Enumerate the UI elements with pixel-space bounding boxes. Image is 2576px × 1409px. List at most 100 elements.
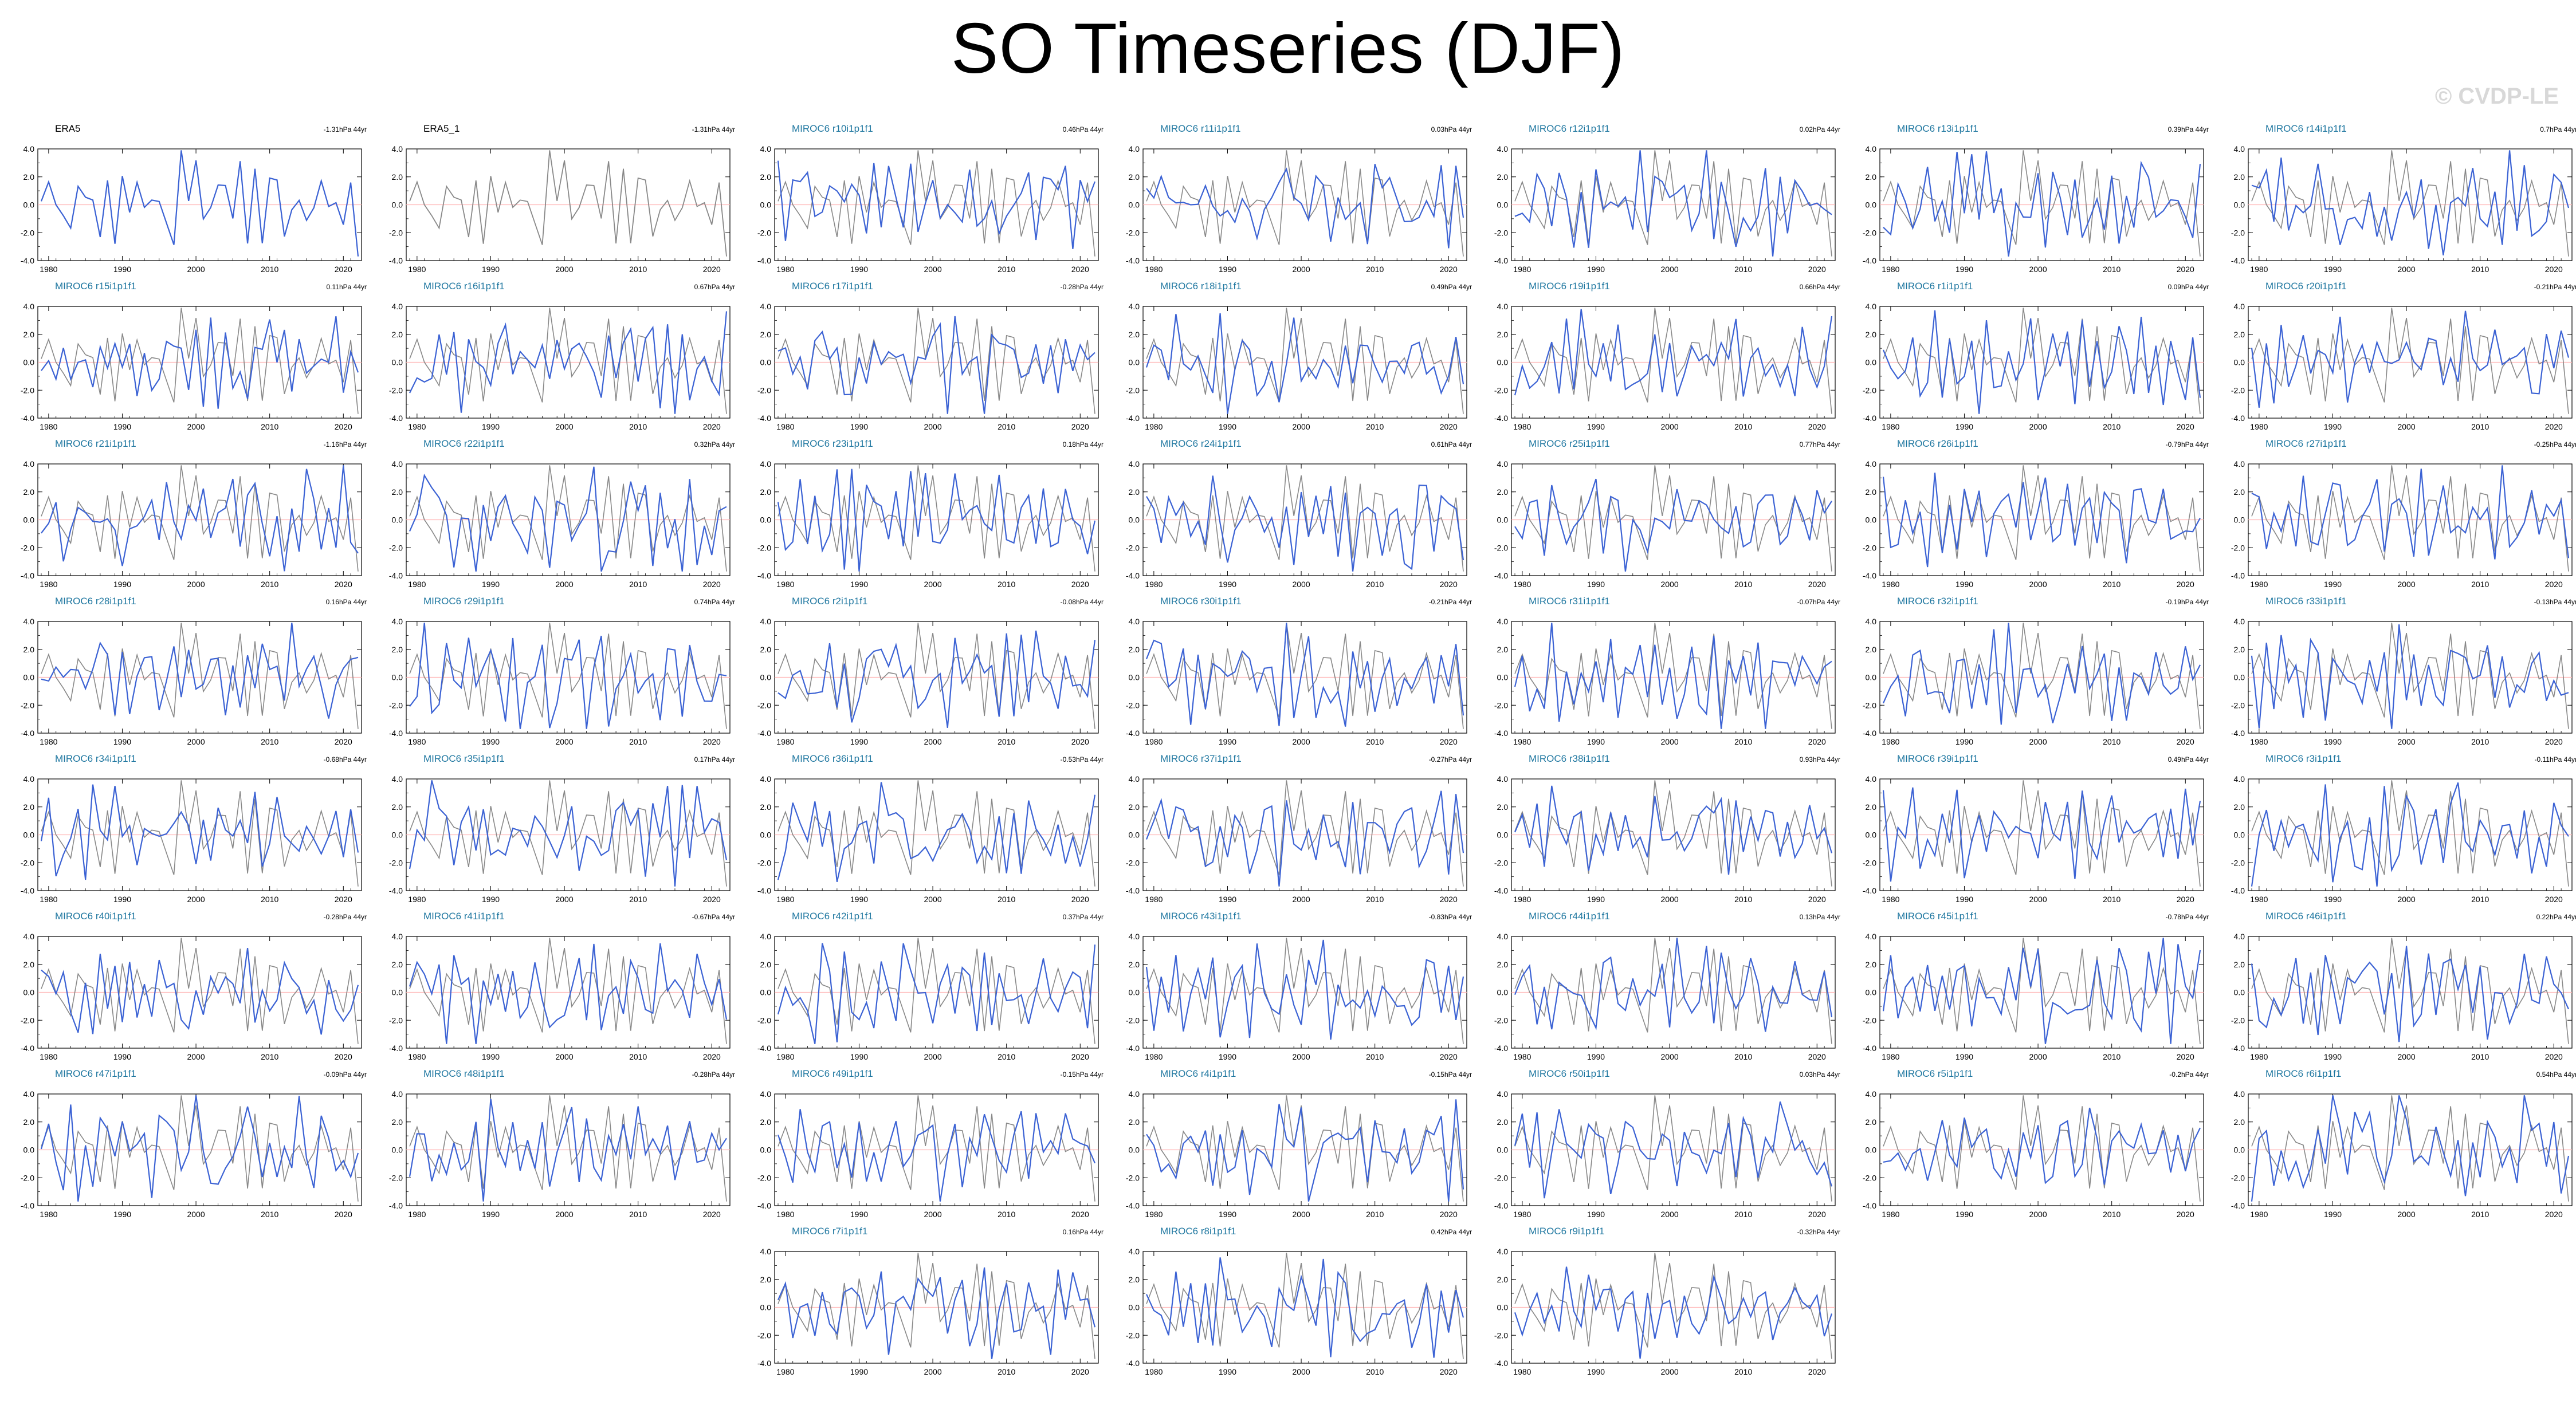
y-tick-label: -2.0	[757, 1016, 771, 1025]
x-tick-label: 2010	[2471, 1052, 2489, 1061]
y-tick-label: 0.0	[23, 988, 35, 997]
panel-plot: 4.0 2.0 0.0 -2.0 -4.0 1980 1990 2000 2010 2020	[1863, 302, 2204, 431]
panel-trend: 0.7hPa 44yr	[2540, 125, 2576, 133]
x-tick-label: 2010	[1366, 422, 1384, 431]
y-tick-label: 0.0	[2234, 988, 2245, 997]
y-tick-label: 4.0	[1497, 302, 1509, 311]
obs-series-line	[41, 465, 359, 572]
model-series-line	[777, 782, 1096, 883]
model-series-line	[1145, 623, 1464, 727]
x-tick-label: 2020	[1071, 1367, 1089, 1376]
y-tick-label: -2.0	[21, 700, 34, 710]
y-tick-label: 0.0	[2234, 673, 2245, 682]
x-tick-label: 1980	[40, 895, 57, 904]
x-tick-label: 2000	[2029, 895, 2047, 904]
panel-title: MIROC6 r36i1p1f1	[792, 753, 873, 764]
x-tick-label: 2000	[187, 265, 205, 274]
x-tick-label: 1980	[40, 737, 57, 746]
x-tick-label: 1990	[2324, 422, 2342, 431]
panel-trend: -0.13hPa 44yr	[2534, 598, 2576, 606]
chart-panel: MIROC6 r28i1p1f1 0.16hPa 44yr 4.0 2.0 0.0 -2.…	[21, 596, 388, 746]
x-tick-label: 2010	[2471, 265, 2489, 274]
x-tick-label: 2020	[1440, 737, 1458, 746]
x-tick-label: 2020	[1071, 1210, 1089, 1219]
model-series-line	[1514, 1101, 1833, 1199]
x-tick-label: 1990	[2324, 1210, 2342, 1219]
x-tick-label: 1980	[776, 1210, 794, 1219]
model-series-line	[1514, 1266, 1833, 1359]
obs-series-line	[41, 1095, 359, 1202]
chart-panel: MIROC6 r34i1p1f1 -0.68hPa 44yr 4.0 2.0 0.0 -2…	[21, 753, 388, 904]
x-tick-label: 1990	[1955, 265, 1973, 274]
y-tick-label: 4.0	[392, 302, 403, 311]
x-tick-label: 2020	[1440, 1367, 1458, 1376]
panel-plot: 4.0 2.0 0.0 -2.0 -4.0 1980 1990 2000 2010 2020	[21, 1089, 362, 1219]
panel-title: MIROC6 r47i1p1f1	[55, 1068, 136, 1079]
x-tick-label: 2000	[2397, 1052, 2415, 1061]
y-tick-label: 0.0	[23, 358, 35, 367]
panel-title: MIROC6 r22i1p1f1	[423, 438, 505, 449]
y-tick-label: 0.0	[760, 988, 772, 997]
x-tick-label: 1980	[408, 895, 426, 904]
y-tick-label: -2.0	[1126, 385, 1140, 395]
model-series-line	[40, 784, 359, 880]
y-tick-label: 0.0	[760, 673, 772, 682]
y-tick-label: -4.0	[21, 1044, 34, 1053]
x-tick-label: 1980	[1513, 1052, 1531, 1061]
model-series-line	[1145, 939, 1464, 1040]
x-tick-label: 1980	[1145, 265, 1163, 274]
y-tick-label: -4.0	[1126, 729, 1140, 738]
x-tick-label: 1980	[1513, 1210, 1531, 1219]
obs-series-line	[777, 938, 1095, 1044]
obs-series-line	[1146, 150, 1464, 257]
y-tick-label: 2.0	[1129, 172, 1140, 182]
panel-trend: 0.61hPa 44yr	[1431, 440, 1472, 448]
x-tick-label: 2000	[2397, 895, 2415, 904]
x-tick-label: 1980	[1882, 1210, 1899, 1219]
y-tick-label: -4.0	[757, 1359, 771, 1368]
y-tick-label: -2.0	[389, 700, 403, 710]
obs-series-line	[409, 1095, 727, 1202]
y-tick-label: -4.0	[1863, 886, 1876, 895]
y-tick-label: -4.0	[389, 1044, 403, 1053]
panel-trend: 0.93hPa 44yr	[1799, 755, 1840, 763]
y-tick-label: 0.0	[1866, 831, 1877, 840]
panel-plot: 4.0 2.0 0.0 -2.0 -4.0 1980 1990 2000 2010 2020	[2231, 932, 2573, 1061]
x-tick-label: 1980	[776, 265, 794, 274]
x-tick-label: 1980	[2250, 422, 2268, 431]
chart-panel: MIROC6 r18i1p1f1 0.49hPa 44yr 4.0 2.0 0.0 -2.…	[1126, 281, 1494, 431]
panel-plot: 4.0 2.0 0.0 -2.0 -4.0 1980 1990 2000 2010 2020	[389, 459, 731, 589]
panel-trend: -0.21hPa 44yr	[2534, 283, 2576, 291]
y-tick-label: -4.0	[389, 886, 403, 895]
y-tick-label: 4.0	[1129, 932, 1140, 941]
panel-trend: 0.49hPa 44yr	[2167, 755, 2209, 763]
x-tick-label: 2000	[2029, 1210, 2047, 1219]
y-tick-label: 2.0	[1129, 645, 1140, 654]
y-tick-label: 0.0	[1129, 1303, 1140, 1312]
x-tick-label: 1990	[113, 895, 131, 904]
y-tick-label: -2.0	[389, 1016, 403, 1025]
chart-panel: MIROC6 r26i1p1f1 -0.79hPa 44yr 4.0 2.0 0.0 -2…	[1863, 438, 2231, 589]
y-tick-label: 2.0	[1497, 172, 1509, 182]
obs-series-line	[777, 780, 1095, 887]
y-tick-label: 0.0	[1866, 988, 1877, 997]
y-tick-label: -2.0	[389, 543, 403, 552]
chart-panel: MIROC6 r7i1p1f1 0.16hPa 44yr 4.0 2.0 0.0 -2.0…	[757, 1226, 1125, 1376]
obs-series-line	[2251, 308, 2569, 414]
x-tick-label: 1980	[40, 1210, 57, 1219]
panel-plot: 4.0 2.0 0.0 -2.0 -4.0 1980 1990 2000 2010 2020	[2231, 144, 2573, 274]
y-tick-label: 0.0	[760, 358, 772, 367]
y-tick-label: 2.0	[392, 330, 403, 339]
panel-plot: 4.0 2.0 0.0 -2.0 -4.0 1980 1990 2000 2010 2020	[1126, 617, 1467, 746]
y-tick-label: -4.0	[2231, 414, 2245, 423]
x-tick-label: 2000	[1292, 265, 1310, 274]
x-tick-label: 1980	[1145, 422, 1163, 431]
y-tick-label: 2.0	[23, 330, 35, 339]
x-tick-label: 2010	[998, 895, 1015, 904]
y-tick-label: 4.0	[1497, 459, 1509, 469]
x-tick-label: 2010	[261, 1052, 278, 1061]
x-tick-label: 2010	[1734, 422, 1752, 431]
panel-title: MIROC6 r13i1p1f1	[1897, 123, 1978, 134]
y-tick-label: -2.0	[21, 228, 34, 237]
y-tick-label: -2.0	[1494, 1016, 1508, 1025]
